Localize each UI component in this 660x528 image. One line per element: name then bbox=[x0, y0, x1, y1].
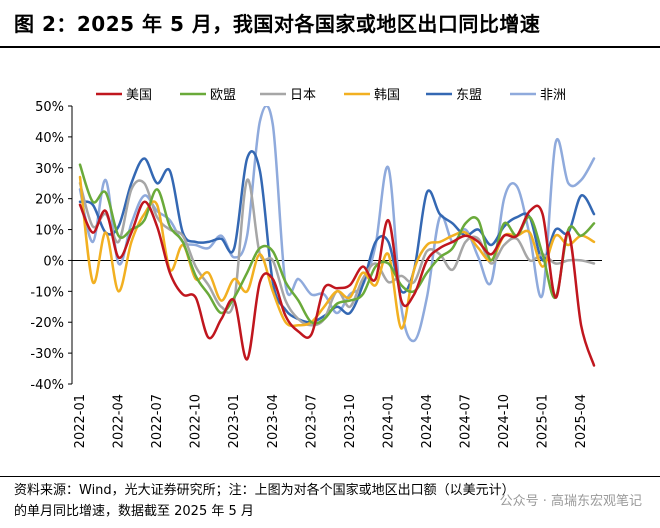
x-tick-label: 2022-07 bbox=[150, 394, 165, 448]
y-tick-label: 30% bbox=[35, 162, 64, 177]
y-tick-label: 50% bbox=[35, 100, 64, 115]
x-tick-label: 2022-10 bbox=[189, 394, 204, 448]
series-line-3 bbox=[78, 178, 596, 327]
legend-label: 东盟 bbox=[456, 88, 482, 103]
legend-label: 日本 bbox=[290, 88, 316, 103]
source-note-line-2: 的单月同比增速，数据截至 2025 年 5 月 bbox=[14, 504, 254, 519]
x-tick-label: 2024-07 bbox=[459, 394, 474, 448]
x-axis: 2022-01 2022-04 2022-07 2022-10 2023-01 2023-… bbox=[72, 259, 602, 448]
y-tick-label: 40% bbox=[35, 131, 64, 146]
x-tick-label: 2024-04 bbox=[420, 394, 435, 448]
source-note: 资料来源：Wind，光大证券研究所；注：上图为对各个国家或地区出口额（以美元计）… bbox=[14, 480, 654, 522]
legend-label: 欧盟 bbox=[210, 88, 236, 103]
y-tick-label: 20% bbox=[35, 193, 64, 208]
y-axis: -40% -30% -20% -10% 0% 10% 20% 30% 40% 50% bbox=[30, 100, 73, 393]
x-tick-label: 2024-10 bbox=[497, 394, 512, 448]
chart-legend: 美国 欧盟 日本 韩国 东盟 非洲 bbox=[96, 88, 566, 103]
series-line-6 bbox=[78, 106, 596, 343]
y-tick-label: -40% bbox=[30, 378, 64, 393]
title-rule bbox=[0, 46, 660, 48]
footer-rule bbox=[0, 476, 660, 477]
legend-label: 非洲 bbox=[540, 88, 566, 103]
x-tick-label: 2025-01 bbox=[536, 394, 551, 448]
x-tick-label: 2023-07 bbox=[304, 394, 319, 448]
x-tick-label: 2025-04 bbox=[574, 394, 589, 448]
legend-label: 韩国 bbox=[374, 88, 400, 103]
x-tick-label: 2024-01 bbox=[381, 394, 396, 448]
y-tick-label: -30% bbox=[30, 347, 64, 362]
watermark: 公众号 · 高瑞东宏观笔记 bbox=[499, 494, 642, 509]
x-tick-label: 2023-01 bbox=[227, 394, 242, 448]
series-lines bbox=[78, 106, 596, 367]
x-tick-label: 2023-04 bbox=[266, 394, 281, 448]
y-tick-label: 10% bbox=[35, 224, 64, 239]
source-note-line-1: 资料来源：Wind，光大证券研究所；注：上图为对各个国家或地区出口额（以美元计） bbox=[14, 483, 515, 498]
figure-title: 图 2：2025 年 5 月，我国对各国家或地区出口同比增速 bbox=[14, 12, 541, 36]
series-line-2 bbox=[78, 163, 596, 325]
y-tick-label: -20% bbox=[30, 316, 64, 331]
series-line-1 bbox=[78, 200, 596, 367]
y-tick-label: -10% bbox=[30, 285, 64, 300]
x-tick-label: 2023-10 bbox=[343, 394, 358, 448]
x-tick-label: 2022-04 bbox=[112, 394, 127, 448]
y-tick-label: 0% bbox=[43, 254, 64, 269]
line-chart: 美国 欧盟 日本 韩国 东盟 非洲 -40% -30% -20% -10% 0% 10% 20% 30%… bbox=[30, 88, 602, 448]
legend-label: 美国 bbox=[126, 88, 152, 103]
x-tick-label: 2022-01 bbox=[73, 394, 88, 448]
